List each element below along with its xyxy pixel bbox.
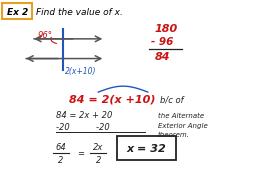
Text: 2(x+10): 2(x+10) — [65, 68, 96, 76]
Text: 2x: 2x — [93, 143, 104, 152]
Text: 84: 84 — [155, 52, 170, 61]
Text: -20          -20: -20 -20 — [56, 123, 110, 132]
Text: Ex 2: Ex 2 — [6, 8, 28, 17]
Text: =: = — [77, 149, 84, 158]
Text: the Alternate: the Alternate — [158, 113, 204, 119]
Text: 2: 2 — [58, 156, 63, 165]
Text: Find the value of x.: Find the value of x. — [36, 8, 123, 17]
Text: 96°: 96° — [37, 31, 52, 40]
Text: Exterior Angle: Exterior Angle — [158, 123, 207, 129]
Text: 64: 64 — [55, 143, 66, 152]
Text: - 96: - 96 — [151, 37, 173, 47]
Text: 84 = 2x + 20: 84 = 2x + 20 — [56, 111, 112, 120]
Text: 2: 2 — [96, 156, 101, 165]
Text: theorem.: theorem. — [158, 133, 190, 139]
Text: 84 = 2(x +10): 84 = 2(x +10) — [69, 95, 155, 105]
Text: 180: 180 — [155, 24, 178, 34]
FancyBboxPatch shape — [2, 3, 32, 19]
FancyBboxPatch shape — [117, 136, 176, 160]
Text: b/c of: b/c of — [160, 95, 183, 104]
Text: x = 32: x = 32 — [127, 144, 167, 154]
